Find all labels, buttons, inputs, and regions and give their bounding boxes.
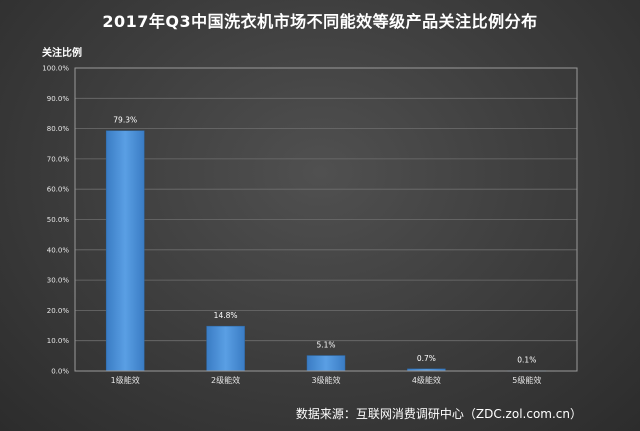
data-label: 14.8% — [214, 311, 238, 320]
y-tick-label: 0.0% — [51, 368, 69, 376]
y-tick-label: 50.0% — [47, 216, 70, 224]
gridlines — [75, 67, 577, 372]
source-note: 数据来源：互联网消费调研中心（ZDC.zol.com.cn） — [295, 407, 582, 421]
y-axis-label: 关注比例 — [42, 48, 82, 59]
y-tick-label: 30.0% — [47, 277, 70, 285]
y-tick-label: 20.0% — [47, 307, 70, 315]
chart-title: 2017年Q3中国洗衣机市场不同能效等级产品关注比例分布 — [102, 12, 538, 31]
x-tick-label: 4级能效 — [412, 375, 441, 385]
x-tick-label: 1级能效 — [111, 375, 140, 385]
data-labels: 79.3% 14.8% 5.1% 0.7% 0.1% — [113, 116, 536, 365]
x-tick-label: 3级能效 — [311, 375, 340, 385]
y-tick-label: 40.0% — [47, 246, 70, 254]
y-tick-label: 60.0% — [47, 186, 70, 194]
bars — [105, 130, 547, 372]
bar — [206, 325, 245, 372]
y-tick-label: 90.0% — [47, 95, 70, 103]
x-tick-label: 2级能效 — [211, 375, 240, 385]
y-tick-label: 80.0% — [47, 125, 70, 133]
data-label: 79.3% — [113, 116, 137, 125]
y-tick-label: 10.0% — [47, 337, 70, 345]
category-labels: 1级能效 2级能效 3级能效 4级能效 5级能效 — [111, 375, 542, 385]
plot-frame — [74, 67, 578, 372]
data-label: 5.1% — [316, 341, 335, 350]
y-tick-label: 70.0% — [47, 155, 70, 163]
data-label: 0.7% — [417, 354, 436, 363]
bar — [105, 130, 145, 372]
bar — [306, 355, 346, 372]
x-tick-label: 5级能效 — [512, 375, 541, 385]
data-label: 0.1% — [517, 356, 536, 365]
y-tick-label: 100.0% — [42, 65, 69, 73]
y-tick-labels: 0.0% 10.0% 20.0% 30.0% 40.0% 50.0% 60.0% 70.0% 8… — [42, 65, 69, 376]
